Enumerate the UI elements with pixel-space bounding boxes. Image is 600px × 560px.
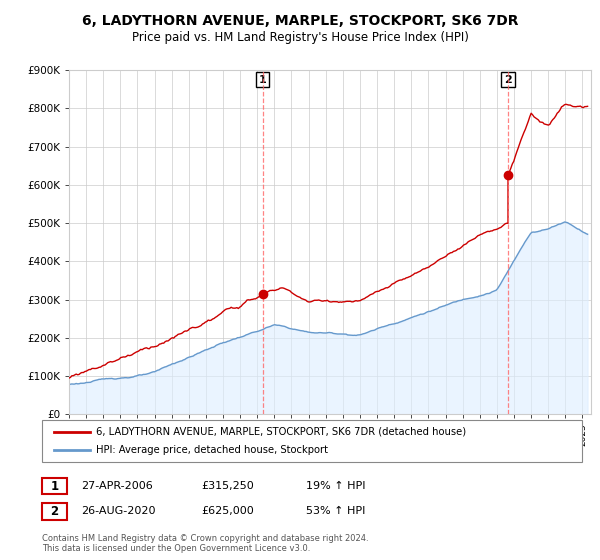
Text: 2: 2 xyxy=(50,505,59,518)
Text: 1: 1 xyxy=(50,479,59,493)
Text: £625,000: £625,000 xyxy=(201,506,254,516)
Text: 2: 2 xyxy=(504,74,512,85)
Text: 53% ↑ HPI: 53% ↑ HPI xyxy=(306,506,365,516)
Text: Price paid vs. HM Land Registry's House Price Index (HPI): Price paid vs. HM Land Registry's House … xyxy=(131,31,469,44)
Text: 27-APR-2006: 27-APR-2006 xyxy=(81,481,153,491)
Text: 6, LADYTHORN AVENUE, MARPLE, STOCKPORT, SK6 7DR: 6, LADYTHORN AVENUE, MARPLE, STOCKPORT, … xyxy=(82,14,518,28)
Text: 26-AUG-2020: 26-AUG-2020 xyxy=(81,506,155,516)
Text: 19% ↑ HPI: 19% ↑ HPI xyxy=(306,481,365,491)
Text: 1: 1 xyxy=(259,74,266,85)
Text: £315,250: £315,250 xyxy=(201,481,254,491)
Text: HPI: Average price, detached house, Stockport: HPI: Average price, detached house, Stoc… xyxy=(96,445,328,455)
Text: Contains HM Land Registry data © Crown copyright and database right 2024.
This d: Contains HM Land Registry data © Crown c… xyxy=(42,534,368,553)
Text: 6, LADYTHORN AVENUE, MARPLE, STOCKPORT, SK6 7DR (detached house): 6, LADYTHORN AVENUE, MARPLE, STOCKPORT, … xyxy=(96,427,466,437)
